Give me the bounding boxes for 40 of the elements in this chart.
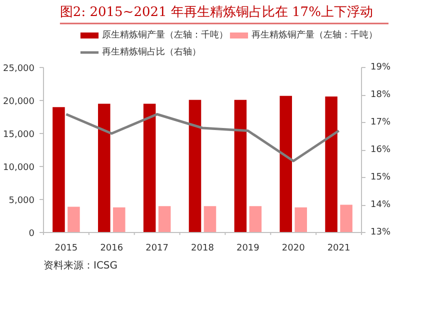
y2-tick-label: 17%: [370, 118, 391, 128]
y-tick-label: 0: [28, 229, 35, 239]
bar: [204, 206, 216, 232]
x-tick-label: 2017: [146, 244, 169, 254]
y2-tick-label: 16%: [370, 145, 391, 155]
bar: [143, 104, 156, 232]
y-tick-label: 25,000: [3, 64, 35, 74]
bar: [188, 100, 202, 232]
bar: [294, 207, 307, 232]
bar: [340, 204, 352, 232]
line-series: [64, 113, 340, 162]
y-tick-label: 15,000: [3, 130, 35, 140]
y2-tick-label: 18%: [370, 90, 391, 100]
y-tick-label: 10,000: [3, 163, 35, 173]
bar: [98, 104, 110, 232]
legend-label: 再生精炼铜产量（左轴：千吨）: [251, 30, 378, 40]
chart-title: 图2: 2015~2021 年再生精炼铜占比在 17%上下浮动: [60, 5, 373, 20]
y2-tick-label: 14%: [370, 200, 391, 210]
x-tick-label: 2019: [236, 244, 260, 254]
text: 资料来源：ICSG: [44, 260, 118, 272]
x-tick-label: 2018: [191, 244, 214, 254]
bar: [280, 96, 292, 232]
y-tick-label: 5,000: [8, 196, 35, 206]
bar: [113, 207, 126, 232]
bar: [325, 96, 338, 232]
y-tick-label: 20,000: [3, 97, 35, 107]
legend-label: 原生精炼铜产量（左轴：千吨）: [102, 30, 228, 40]
y2-tick-label: 19%: [370, 62, 391, 72]
y2-tick-label: 13%: [370, 228, 391, 238]
bar: [234, 100, 247, 232]
y2-tick-label: 15%: [370, 172, 391, 182]
bar: [249, 206, 262, 232]
x-tick-label: 2015: [54, 244, 78, 254]
x-tick-label: 2016: [100, 244, 124, 254]
bar: [52, 107, 65, 232]
legend-label: 再生精炼铜占比（右轴）: [102, 46, 201, 58]
bar: [158, 206, 171, 232]
x-tick-label: 2020: [282, 244, 306, 254]
x-tick-label: 2021: [327, 244, 350, 254]
bar: [68, 206, 80, 232]
